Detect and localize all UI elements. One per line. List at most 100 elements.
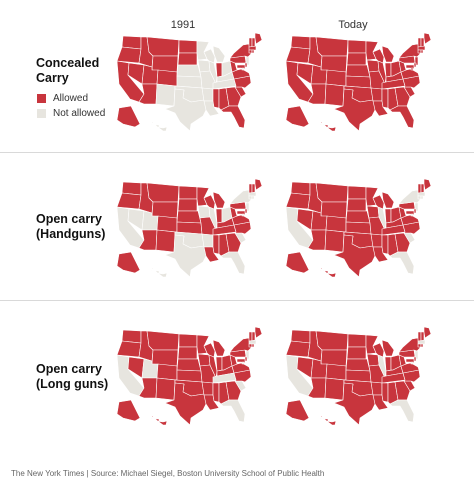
state-co [156, 215, 178, 233]
state-vt [417, 37, 422, 48]
state-nd [347, 185, 367, 200]
state-il [208, 60, 218, 85]
state-ak [116, 105, 141, 128]
state-ga [394, 380, 411, 401]
row-title-line: Open carry [36, 362, 103, 376]
state-vt [248, 331, 253, 342]
state-vt [417, 183, 422, 194]
map-concealed-today [282, 32, 432, 132]
state-nc [233, 75, 252, 89]
state-ny [229, 43, 252, 59]
state-il [377, 354, 387, 379]
state-ms [212, 88, 220, 109]
legend: Allowed Not allowed [37, 91, 105, 121]
state-ny [398, 337, 421, 353]
legend-item-allowed: Allowed [37, 91, 105, 106]
state-ak [116, 251, 141, 274]
state-ak [285, 105, 310, 128]
state-wy [320, 55, 348, 73]
state-nm [324, 377, 345, 401]
state-ga [225, 380, 242, 401]
state-ia [197, 59, 211, 73]
state-me [254, 32, 263, 45]
state-mi [212, 339, 226, 357]
state-sd [346, 346, 367, 360]
state-ak [285, 399, 310, 422]
state-sd [177, 346, 198, 360]
state-me [254, 178, 263, 191]
state-wy [151, 349, 179, 367]
state-hi [319, 415, 337, 426]
us-map [116, 32, 263, 132]
state-nd [178, 39, 198, 54]
state-ne [345, 358, 371, 372]
state-dc [410, 213, 414, 217]
state-ct [417, 49, 422, 54]
state-fl [220, 105, 246, 129]
state-mt [146, 330, 180, 351]
state-dc [410, 67, 414, 71]
state-mt [315, 36, 349, 57]
state-ri [420, 49, 424, 54]
state-tx [164, 88, 208, 132]
state-nd [178, 333, 198, 348]
state-ny [398, 43, 421, 59]
state-vt [248, 183, 253, 194]
state-dc [241, 361, 245, 365]
state-ga [394, 86, 411, 107]
row-title-open-carry-handguns: Open carry (Handguns) [36, 212, 105, 242]
state-tx [333, 88, 377, 132]
state-nc [402, 221, 421, 235]
state-nc [233, 369, 252, 383]
state-ia [366, 353, 380, 367]
state-vt [248, 37, 253, 48]
state-mi [381, 339, 395, 357]
state-hi [150, 267, 168, 278]
state-nm [155, 83, 176, 107]
legend-label-allowed: Allowed [53, 93, 89, 104]
column-header-today: Today [338, 19, 368, 31]
state-in [215, 62, 223, 78]
state-ct [248, 195, 253, 200]
state-nc [402, 369, 421, 383]
state-mi [212, 45, 226, 63]
us-map [285, 32, 432, 132]
state-tx [164, 234, 208, 278]
state-ma [248, 339, 257, 345]
state-or [285, 192, 311, 210]
state-ct [417, 343, 422, 348]
state-mi [212, 191, 226, 209]
column-header-1991: 1991 [170, 19, 196, 31]
state-co [156, 363, 178, 381]
state-ga [225, 86, 242, 107]
state-nm [155, 229, 176, 253]
state-ne [176, 64, 202, 78]
state-nm [324, 83, 345, 107]
state-tx [333, 234, 377, 278]
state-tx [333, 382, 377, 426]
state-sd [177, 198, 198, 212]
state-me [423, 178, 432, 191]
state-il [377, 60, 387, 85]
map-long-guns-1991 [113, 326, 263, 426]
state-ri [420, 195, 424, 200]
state-ne [176, 210, 202, 224]
state-ia [197, 205, 211, 219]
state-ga [394, 232, 411, 253]
state-ak [285, 251, 310, 274]
state-or [285, 46, 311, 64]
state-mt [315, 182, 349, 203]
state-ny [398, 189, 421, 205]
state-ia [366, 205, 380, 219]
state-ar [201, 381, 214, 396]
state-ar [201, 87, 214, 102]
state-fl [389, 399, 415, 423]
us-map [285, 178, 432, 278]
state-ms [212, 234, 220, 255]
state-ak [116, 399, 141, 422]
state-ri [251, 49, 255, 54]
footer-credit: The New York Times | Source: Michael Sie… [11, 469, 325, 478]
us-map [116, 326, 263, 426]
state-il [377, 206, 387, 231]
state-or [116, 340, 142, 358]
